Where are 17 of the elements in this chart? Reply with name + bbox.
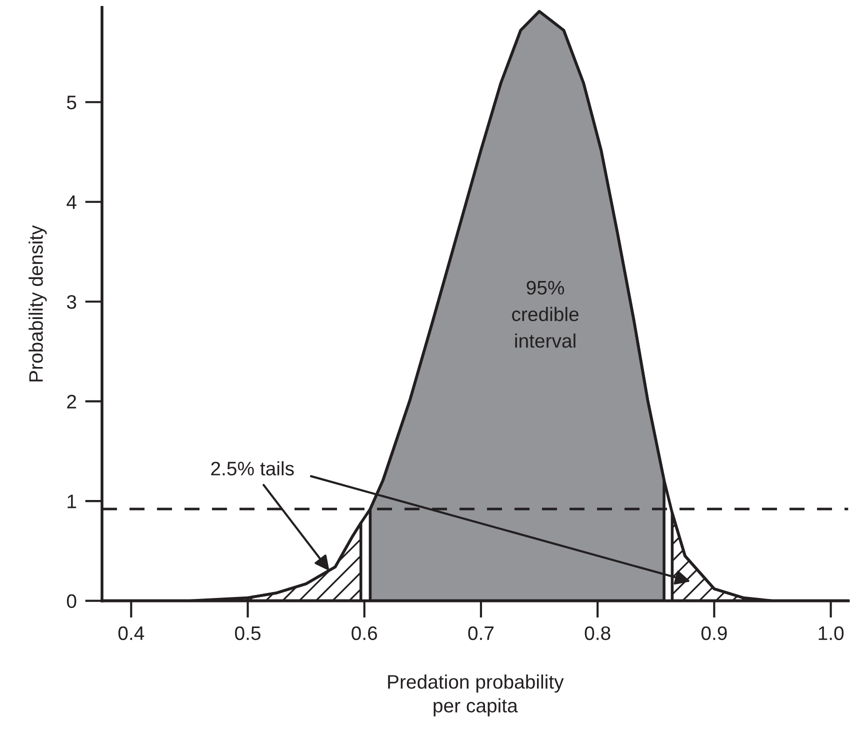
x-axis-title: Predation probability per capita xyxy=(388,674,564,716)
x-tick-label: 0.8 xyxy=(584,626,610,640)
annotation: 95% credible interval xyxy=(512,280,578,348)
x-tick-label: 0.5 xyxy=(235,626,260,640)
y-axis-title: Probability density xyxy=(28,225,47,382)
y-tick-label: 2 xyxy=(67,394,76,408)
y-tick-label: 4 xyxy=(66,196,76,209)
y-tick-label: 5 xyxy=(66,96,76,110)
x-tick-label: 0.7 xyxy=(468,626,494,640)
x-tick-label: 1.0 xyxy=(818,626,844,640)
x-tick-label: 0.9 xyxy=(701,626,727,640)
y-tick-label: 3 xyxy=(66,295,76,309)
annotation: 2.5% tails xyxy=(211,461,294,476)
y-tick-label: 0 xyxy=(66,594,76,608)
y-tick-label: 1 xyxy=(68,494,76,508)
x-tick-label: 0.6 xyxy=(352,626,378,640)
x-tick-label: 0.4 xyxy=(118,626,144,640)
